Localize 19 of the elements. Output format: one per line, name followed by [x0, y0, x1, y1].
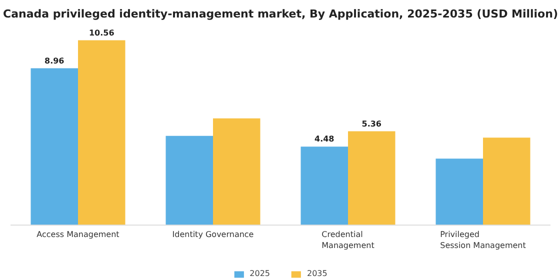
bar: [166, 136, 213, 226]
data-label: 10.56: [88, 28, 115, 38]
x-tick-label: Credential Management: [322, 230, 374, 250]
x-tick-label: Privileged Session Management: [440, 230, 526, 250]
bar: [78, 40, 126, 226]
bar: [436, 158, 483, 226]
bar: [348, 131, 396, 226]
legend-label: 2025: [250, 269, 270, 278]
bar: [213, 118, 260, 226]
data-label: 8.96: [44, 56, 65, 66]
x-tick-label: Identity Governance: [172, 230, 254, 240]
x-tick-label: Access Management: [36, 230, 120, 240]
bar: [300, 146, 348, 226]
data-label: 5.36: [362, 119, 382, 128]
data-label: 4.48: [314, 134, 335, 144]
chart-title: Canada privileged identity-management market, By Application, 2025-2035 (USD Million): [3, 8, 558, 20]
legend-label: 2035: [307, 269, 328, 278]
bar: [483, 138, 530, 226]
bar: [30, 68, 78, 226]
